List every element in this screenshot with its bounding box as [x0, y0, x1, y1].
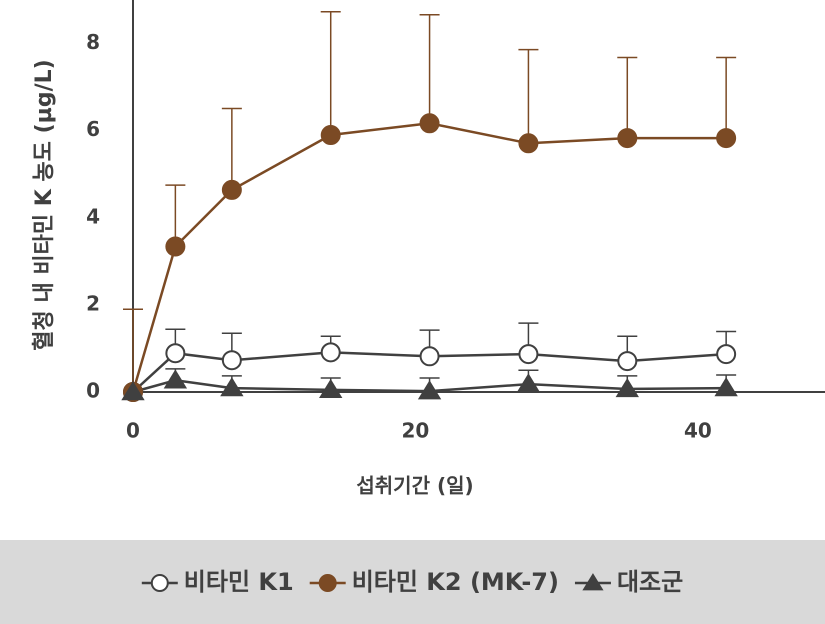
error-bar	[221, 107, 242, 190]
data-point	[319, 378, 343, 399]
data-point	[617, 128, 638, 149]
x-tick-label: 40	[684, 419, 712, 443]
error-bar	[419, 14, 440, 124]
data-point	[419, 113, 440, 134]
data-point	[617, 351, 638, 372]
data-point	[163, 369, 188, 389]
data-point	[716, 128, 737, 149]
data-point	[320, 125, 341, 146]
y-tick-label: 4	[86, 204, 100, 228]
error-bar	[716, 56, 737, 139]
error-bar	[123, 308, 143, 392]
y-axis-label: 혈청 내 비타민 K 농도 (µg/L)	[32, 59, 57, 350]
y-tick-label: 8	[86, 30, 100, 54]
legend-marker	[318, 574, 337, 592]
data-point	[417, 380, 442, 400]
error-bar	[518, 48, 539, 144]
x-tick-label: 0	[126, 419, 140, 443]
data-point	[516, 373, 541, 393]
data-point	[518, 344, 539, 365]
legend-item: 대조군	[574, 568, 683, 596]
data-point	[518, 133, 539, 154]
y-tick-label: 0	[86, 379, 100, 403]
legend-background	[0, 540, 825, 624]
legend-item: 비타민 K2 (MK-7)	[309, 568, 559, 596]
data-point	[615, 378, 639, 398]
data-point	[220, 377, 244, 397]
legend-label: 비타민 K2 (MK-7)	[352, 568, 559, 596]
series-line	[132, 378, 727, 394]
data-point	[714, 377, 738, 397]
data-point	[121, 381, 145, 401]
legend: 비타민 K1 비타민 K2 (MK-7) 대조군	[141, 568, 683, 596]
x-axis-label: 섭취기간 (일)	[356, 474, 473, 498]
y-tick-label: 2	[86, 291, 100, 315]
x-tick-label: 20	[402, 419, 430, 443]
data-point	[320, 342, 341, 363]
data-point	[221, 179, 242, 200]
y-tick-label: 6	[86, 117, 100, 141]
legend-marker	[582, 573, 604, 591]
legend-marker	[150, 574, 169, 592]
series-line	[131, 121, 727, 393]
data-point	[165, 236, 186, 257]
legend-label: 대조군	[617, 568, 683, 596]
data-point	[165, 343, 186, 364]
data-point	[716, 344, 737, 365]
error-bar	[617, 56, 638, 139]
data-point	[221, 350, 242, 371]
data-point	[419, 346, 440, 367]
error-bar	[165, 184, 186, 247]
error-bar	[320, 11, 341, 136]
legend-item: 비타민 K1	[141, 568, 294, 596]
legend-label: 비타민 K1	[184, 568, 294, 596]
